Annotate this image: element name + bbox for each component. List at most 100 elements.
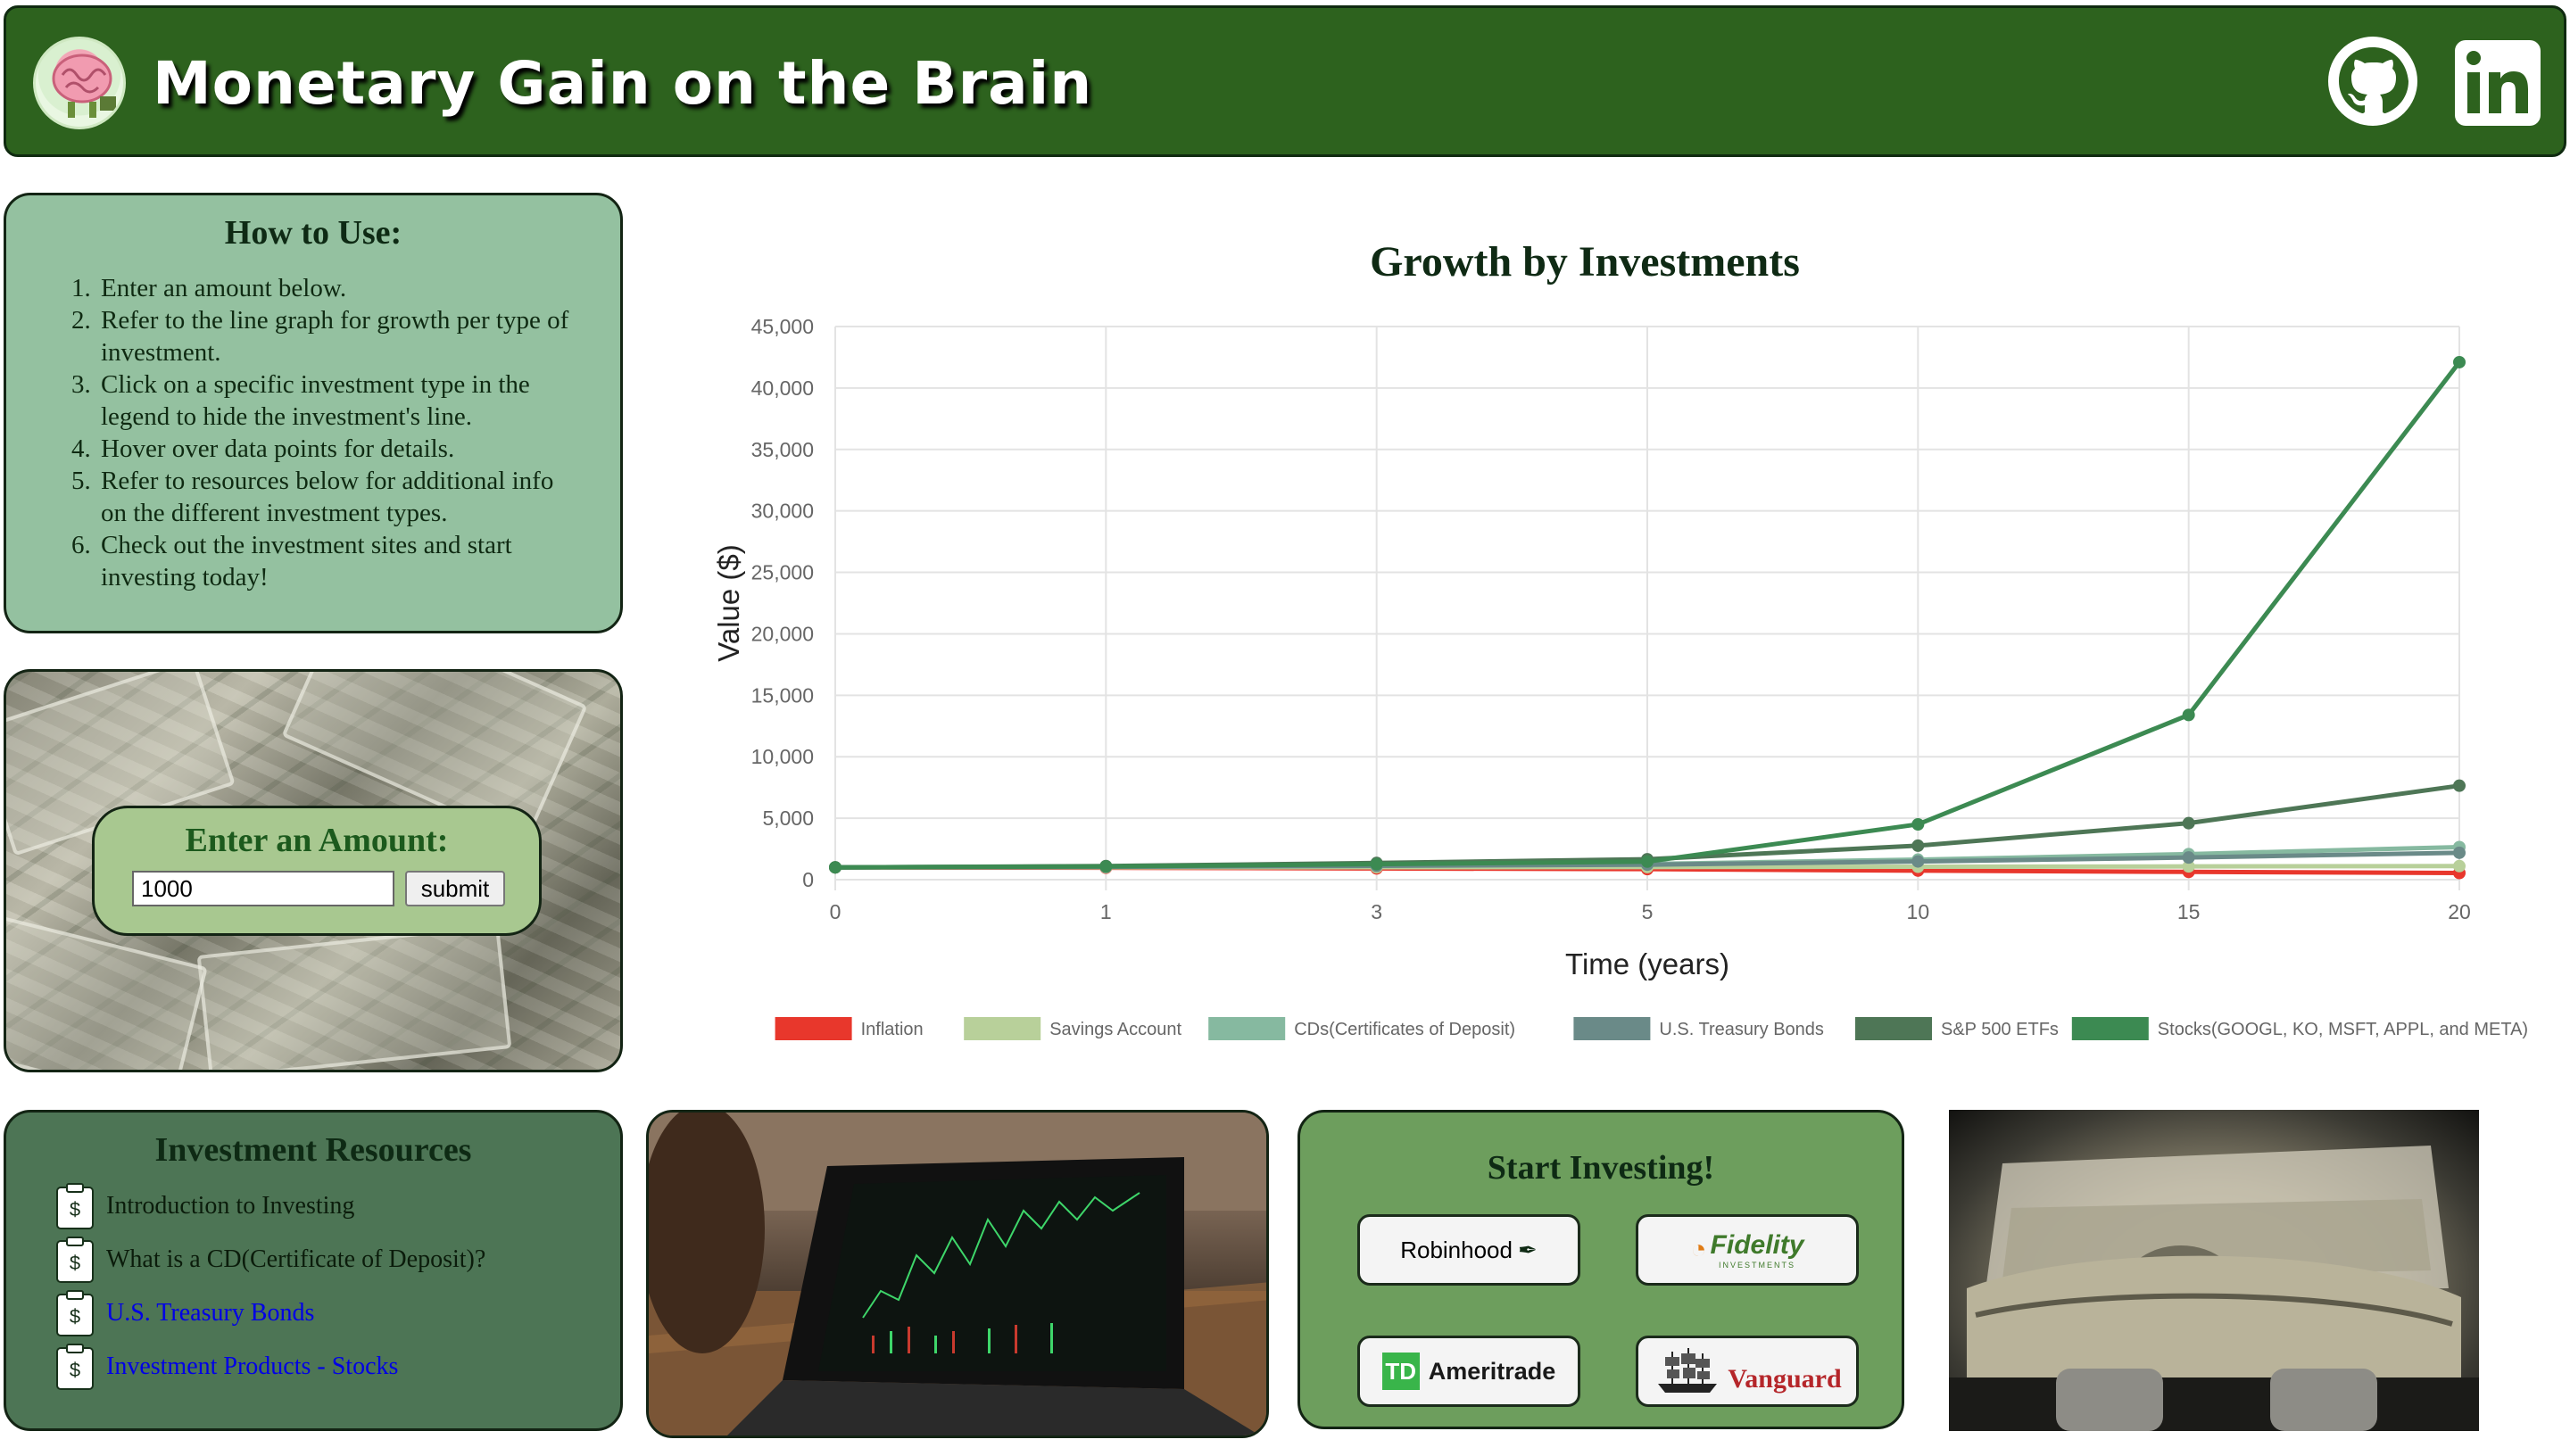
growth-chart: Growth by Investments 0 5,000 10,000 15,000… [678, 214, 2552, 1071]
submit-button[interactable]: submit [405, 871, 505, 906]
resource-label: What is a CD(Certificate of Deposit)? [106, 1245, 486, 1273]
chart-title: Growth by Investments [1370, 238, 1800, 285]
y-tick-label: 25,000 [751, 561, 814, 584]
robinhood-button[interactable]: Robinhood ✒ [1357, 1214, 1580, 1286]
amount-form: Enter an Amount: submit [92, 806, 542, 936]
resource-item[interactable]: $ Investment Products - Stocks [54, 1343, 398, 1391]
data-point-savings-account[interactable] [2453, 859, 2466, 873]
data-point-s-p-500-etfs[interactable] [1911, 839, 1925, 852]
resource-item[interactable]: $ U.S. Treasury Bonds [54, 1289, 314, 1337]
robinhood-label: Robinhood [1400, 1236, 1513, 1263]
resource-item[interactable]: $ What is a CD(Certificate of Deposit)? [54, 1236, 485, 1284]
data-point-s-p-500-etfs[interactable] [2182, 816, 2195, 830]
data-point-stocks-googl-ko-msft-appl-and-meta[interactable] [829, 861, 841, 874]
linkedin-icon[interactable] [2455, 40, 2541, 126]
data-point-stocks-googl-ko-msft-appl-and-meta[interactable] [1099, 860, 1113, 873]
clipboard-dollar-icon: $ [56, 1237, 94, 1283]
data-point-stocks-googl-ko-msft-appl-and-meta[interactable] [2453, 355, 2466, 368]
y-tick-label: 15,000 [751, 683, 814, 707]
y-tick-label: 35,000 [751, 438, 814, 461]
fidelity-sub-label: INVESTMENTS [1719, 1261, 1796, 1270]
x-tick-label: 0 [830, 900, 841, 923]
y-axis-label: Value ($) [712, 544, 745, 661]
fidelity-swirl-icon: ◔ [1690, 1235, 1707, 1264]
legend-label-inflation[interactable]: Inflation [861, 1020, 924, 1039]
resources-title: Investment Resources [154, 1131, 472, 1169]
y-tick-label: 30,000 [751, 500, 814, 523]
github-icon[interactable] [2326, 35, 2419, 128]
data-point-stocks-googl-ko-msft-appl-and-meta[interactable] [2182, 708, 2195, 722]
fidelity-button[interactable]: ◔ Fidelity INVESTMENTS [1636, 1214, 1859, 1286]
data-point-stocks-googl-ko-msft-appl-and-meta[interactable] [1641, 855, 1654, 868]
fidelity-label: Fidelity [1710, 1230, 1804, 1260]
vanguard-label: Vanguard [1728, 1364, 1842, 1394]
x-tick-label: 20 [2448, 900, 2471, 923]
start-investing-title: Start Investing! [1487, 1149, 1715, 1187]
vanguard-button[interactable]: Vanguard [1636, 1336, 1859, 1407]
how-to-step: Click on a specific investment type in t… [97, 368, 584, 433]
resource-label[interactable]: U.S. Treasury Bonds [106, 1299, 315, 1327]
y-tick-label: 20,000 [751, 622, 814, 645]
resource-label[interactable]: Investment Products - Stocks [106, 1353, 399, 1380]
investment-resources-panel: Investment Resources $ Introduction to In… [4, 1110, 623, 1431]
y-tick-label: 40,000 [751, 376, 814, 400]
y-tick-label: 10,000 [751, 745, 814, 768]
site-title: Monetary Gain on the Brain [153, 49, 1093, 118]
legend-label-u-s-treasury-bonds[interactable]: U.S. Treasury Bonds [1659, 1020, 1824, 1039]
how-to-step: Hover over data points for details. [97, 433, 584, 465]
ameritrade-button[interactable]: TD Ameritrade [1357, 1336, 1580, 1407]
data-point-s-p-500-etfs[interactable] [2453, 779, 2466, 792]
legend-swatch-stocks-googl-ko-msft-appl-and-meta[interactable] [2071, 1017, 2149, 1040]
legend-swatch-inflation[interactable] [775, 1017, 852, 1040]
clipboard-dollar-icon: $ [56, 1290, 94, 1336]
how-to-step: Enter an amount below. [97, 272, 584, 304]
x-axis-label: Time (years) [1565, 947, 1729, 980]
legend-label-s-p-500-etfs[interactable]: S&P 500 ETFs [1941, 1020, 2059, 1039]
ship-icon [1658, 1348, 1718, 1393]
brain-logo [33, 37, 126, 129]
clipboard-dollar-icon: $ [56, 1344, 94, 1390]
y-tick-label: 0 [802, 868, 814, 891]
legend-label-savings-account[interactable]: Savings Account [1049, 1020, 1181, 1039]
how-to-use-panel: How to Use: Enter an amount below. Refer… [4, 193, 623, 633]
clipboard-dollar-icon: $ [56, 1183, 94, 1229]
laptop-stock-chart-photo [646, 1110, 1269, 1438]
ameritrade-label: Ameritrade [1428, 1357, 1556, 1385]
money-background [6, 915, 208, 1070]
resource-label: Introduction to Investing [106, 1192, 355, 1220]
how-to-steps: Enter an amount below. Refer to the line… [97, 272, 584, 593]
x-tick-label: 5 [1642, 900, 1654, 923]
legend-label-stocks-googl-ko-msft-appl-and-meta[interactable]: Stocks(GOOGL, KO, MSFT, APPL, and META) [2158, 1020, 2528, 1039]
td-logo-icon: TD [1381, 1353, 1420, 1390]
legend-swatch-cds-certificates-of-deposit[interactable] [1208, 1017, 1286, 1040]
money-background [196, 923, 512, 1070]
data-point-u-s-treasury-bonds[interactable] [2453, 846, 2466, 859]
how-to-step: Refer to resources below for additional … [97, 465, 584, 529]
svg-text:$: $ [70, 1198, 80, 1220]
x-tick-label: 1 [1100, 900, 1112, 923]
legend-swatch-s-p-500-etfs[interactable] [1855, 1017, 1932, 1040]
data-point-u-s-treasury-bonds[interactable] [2182, 851, 2195, 864]
x-tick-label: 15 [2177, 900, 2201, 923]
amount-input[interactable] [132, 871, 394, 906]
x-tick-label: 10 [1907, 900, 1930, 923]
legend-label-cds-certificates-of-deposit[interactable]: CDs(Certificates of Deposit) [1294, 1020, 1515, 1039]
resource-item[interactable]: $ Introduction to Investing [54, 1182, 354, 1230]
feather-icon: ✒ [1517, 1236, 1538, 1263]
legend-swatch-u-s-treasury-bonds[interactable] [1573, 1017, 1651, 1040]
data-point-u-s-treasury-bonds[interactable] [1911, 855, 1925, 868]
how-to-step: Refer to the line graph for growth per t… [97, 304, 584, 368]
start-investing-panel: Start Investing! Robinhood ✒ ◔ Fidelity … [1297, 1110, 1904, 1429]
data-point-stocks-googl-ko-msft-appl-and-meta[interactable] [1911, 818, 1925, 831]
y-tick-label: 5,000 [762, 807, 814, 830]
how-to-title: How to Use: [224, 214, 402, 252]
legend-swatch-savings-account[interactable] [964, 1017, 1041, 1040]
site-header: Monetary Gain on the Brain [4, 5, 2566, 157]
how-to-step: Check out the investment sites and start… [97, 529, 584, 593]
data-point-stocks-googl-ko-msft-appl-and-meta[interactable] [1370, 857, 1383, 871]
svg-text:$: $ [70, 1359, 80, 1381]
amount-title: Enter an Amount: [185, 822, 449, 859]
money-stack-photo [1949, 1110, 2479, 1431]
chart-canvas: 0 5,000 10,000 15,000 20,000 25,000 30,000 35,0… [712, 315, 2528, 1040]
x-tick-label: 3 [1371, 900, 1382, 923]
